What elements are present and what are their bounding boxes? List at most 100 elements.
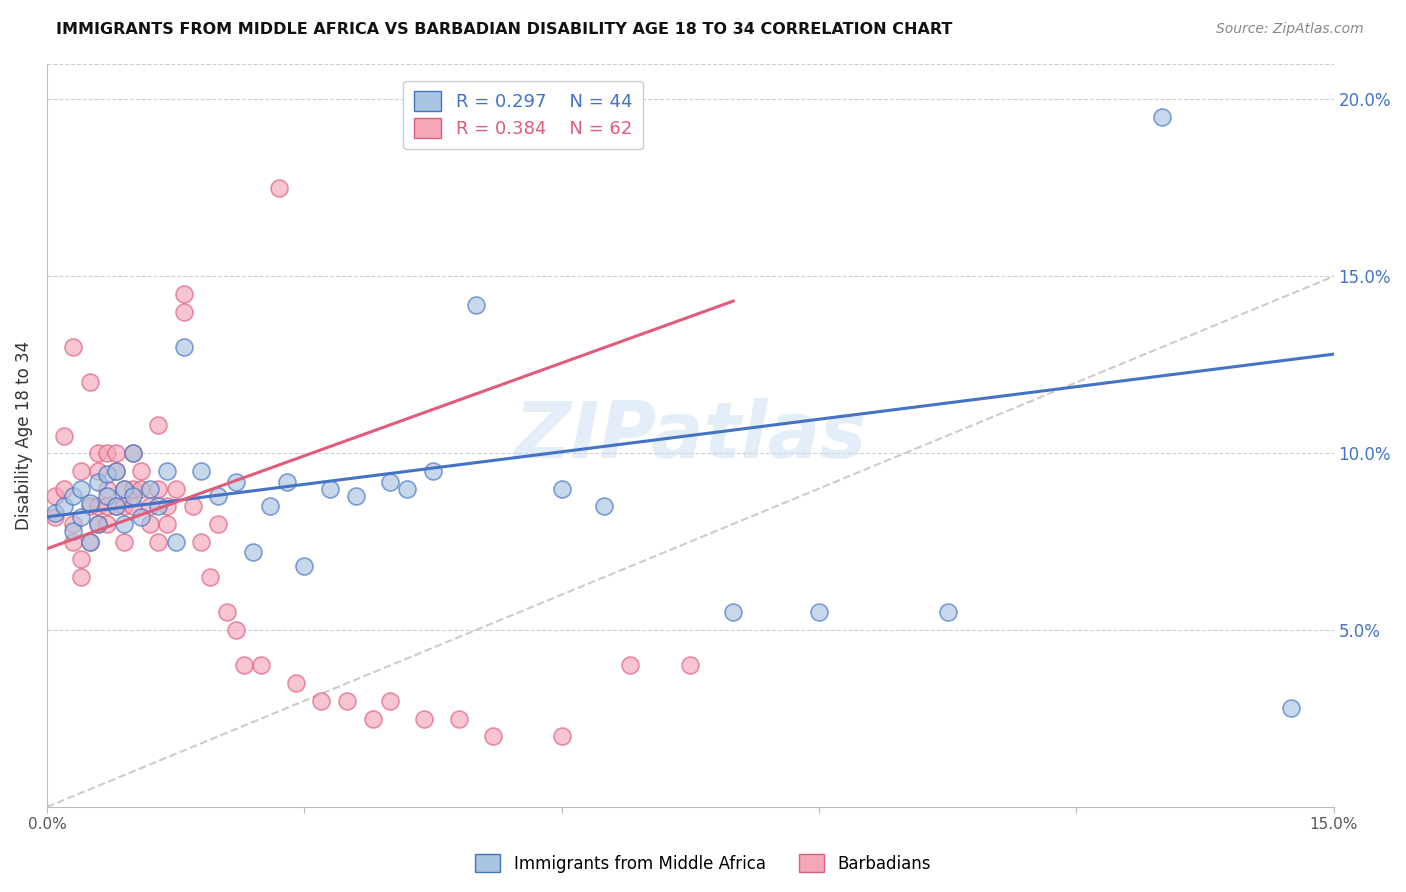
Point [807,606,830,620]
Point [96,482,118,496]
Point [165,482,187,496]
Point [550,482,572,496]
Point [112,516,135,531]
Text: IMMIGRANTS FROM MIDDLE AFRICA VS BARBADIAN DISABILITY AGE 18 TO 34 CORRELATION C: IMMIGRANTS FROM MIDDLE AFRICA VS BARBADI… [56,22,953,37]
Point [79,496,101,510]
Point [311,694,333,708]
Point [96,489,118,503]
Point [44,489,66,503]
Point [721,606,744,620]
Point [44,507,66,521]
Text: Source: ZipAtlas.com: Source: ZipAtlas.com [1216,22,1364,37]
Point [936,606,959,620]
Point [104,464,127,478]
Point [148,534,170,549]
Point [447,712,470,726]
Point [139,500,162,514]
Point [96,467,118,482]
Point [79,500,101,514]
Point [215,606,238,620]
Point [139,516,162,531]
Point [129,464,152,478]
Point [70,570,93,584]
Point [378,694,401,708]
Point [181,500,204,514]
Point [482,729,505,743]
Point [121,500,143,514]
Point [70,482,93,496]
Point [422,464,444,478]
Point [121,489,143,503]
Point [104,446,127,460]
Point [319,482,342,496]
Point [96,446,118,460]
Point [96,500,118,514]
Point [173,287,195,301]
Point [112,482,135,496]
Point [70,552,93,566]
Point [70,509,93,524]
Point [344,489,367,503]
Point [121,446,143,460]
Point [156,464,179,478]
Point [87,516,110,531]
Point [267,181,290,195]
Y-axis label: Disability Age 18 to 34: Disability Age 18 to 34 [15,341,32,530]
Point [62,340,84,354]
Point [112,500,135,514]
Point [242,545,264,559]
Point [148,500,170,514]
Point [79,534,101,549]
Point [233,658,256,673]
Point [250,658,273,673]
Point [70,464,93,478]
Point [207,489,229,503]
Point [62,489,84,503]
Point [550,729,572,743]
Point [96,516,118,531]
Point [173,304,195,318]
Point [190,464,212,478]
Point [87,475,110,489]
Point [593,500,616,514]
Point [79,534,101,549]
Point [284,676,307,690]
Point [336,694,359,708]
Point [139,482,162,496]
Point [53,500,76,514]
Point [464,298,486,312]
Point [292,559,315,574]
Point [225,623,247,637]
Point [156,516,179,531]
Point [361,712,384,726]
Point [413,712,436,726]
Point [87,516,110,531]
Point [104,500,127,514]
Point [53,482,76,496]
Point [679,658,702,673]
Point [207,516,229,531]
Legend: R = 0.297    N = 44, R = 0.384    N = 62: R = 0.297 N = 44, R = 0.384 N = 62 [404,80,643,149]
Text: ZIPatlas: ZIPatlas [515,398,866,474]
Point [259,500,281,514]
Point [190,534,212,549]
Point [148,482,170,496]
Point [173,340,195,354]
Point [62,516,84,531]
Point [87,464,110,478]
Point [53,428,76,442]
Point [198,570,221,584]
Point [156,500,179,514]
Point [1279,701,1302,715]
Point [165,534,187,549]
Point [129,509,152,524]
Point [1152,110,1174,124]
Point [619,658,641,673]
Point [62,534,84,549]
Point [129,482,152,496]
Point [44,509,66,524]
Point [112,482,135,496]
Point [121,482,143,496]
Point [62,524,84,538]
Legend: Immigrants from Middle Africa, Barbadians: Immigrants from Middle Africa, Barbadian… [468,847,938,880]
